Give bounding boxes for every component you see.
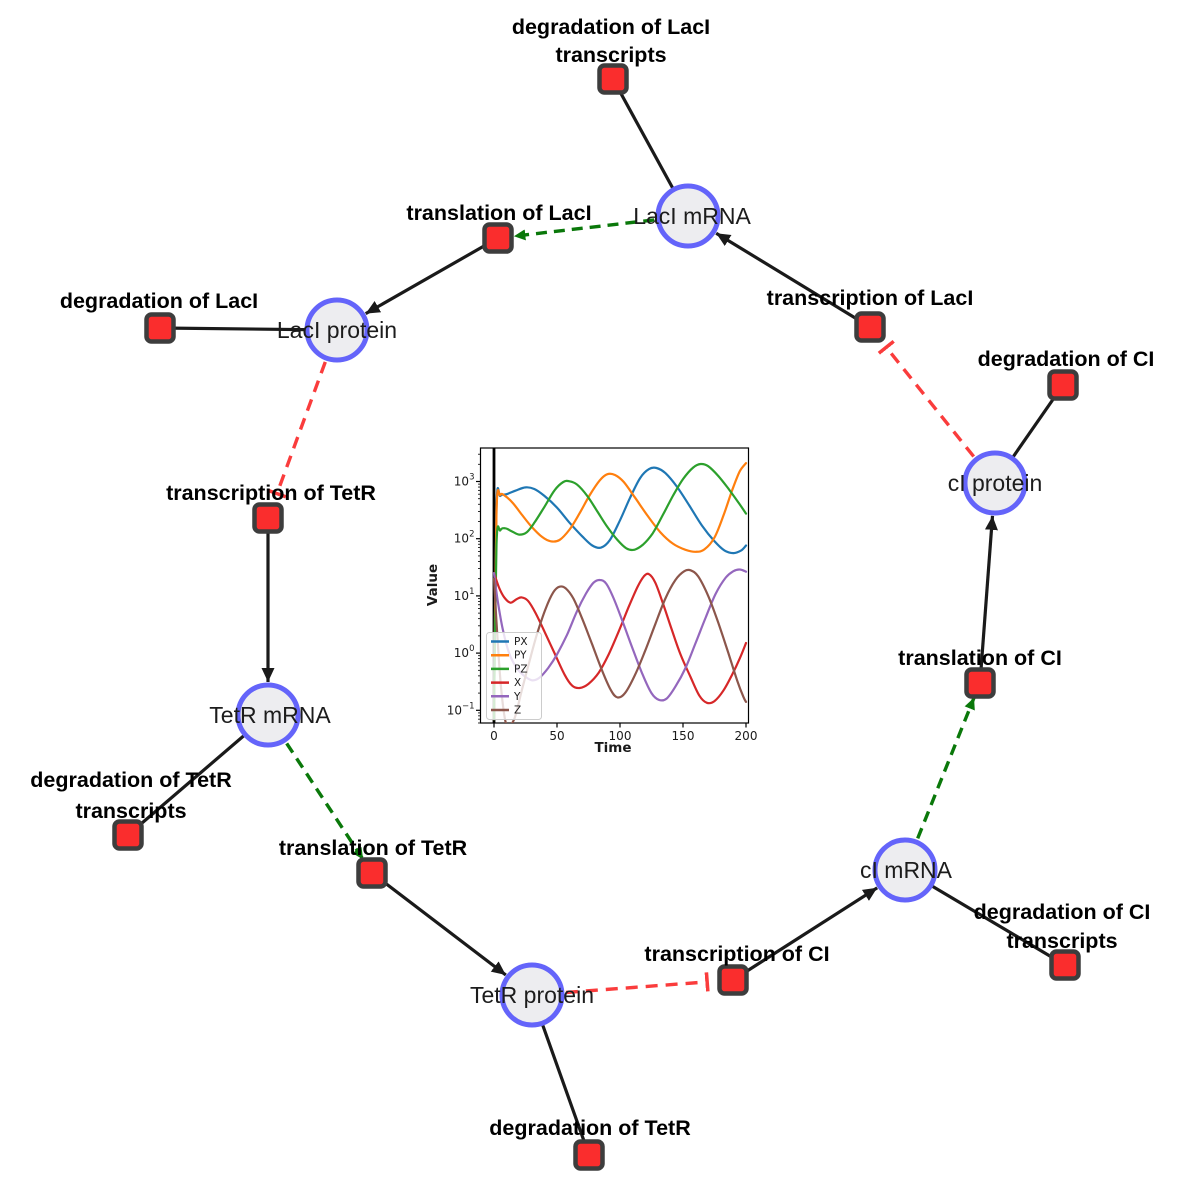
- legend-label-y: Y: [513, 691, 521, 703]
- species-node-tetr-protein[interactable]: [499, 962, 565, 1028]
- reaction-label-deg-ci-transcripts-1: degradation of CI: [974, 900, 1151, 924]
- reaction-label-deg-ci: degradation of CI: [978, 347, 1155, 371]
- legend-label-z: Z: [514, 705, 521, 717]
- species-node-laci-mrna[interactable]: [655, 183, 721, 249]
- species-node-ci-mrna[interactable]: [872, 837, 938, 903]
- legend-label-py: PY: [514, 650, 527, 662]
- edge-tetr-protein-inhibits-transcription-ci: [565, 972, 710, 995]
- svg-text:103: 103: [454, 473, 475, 489]
- reaction-label-translation-ci: translation of CI: [898, 646, 1062, 670]
- legend-label-x: X: [514, 677, 521, 689]
- svg-text:150: 150: [672, 729, 695, 743]
- svg-text:10−1: 10−1: [447, 701, 475, 717]
- reaction-node-transcription-laci[interactable]: [854, 311, 886, 343]
- reaction-label-transcription-tetr: transcription of TetR: [166, 481, 376, 505]
- edges-layer: [126, 78, 1066, 1156]
- species-label-ci-protein: cI protein: [948, 470, 1043, 496]
- svg-text:50: 50: [549, 729, 564, 743]
- edge-transcription-laci-to-laci-mrna: [715, 231, 871, 329]
- legend-label-pz: PZ: [514, 663, 528, 675]
- reaction-node-translation-tetr[interactable]: [356, 857, 388, 889]
- chart-legend: PX PY PZ X Y Z: [486, 632, 542, 720]
- reaction-label-deg-laci: degradation of LacI: [60, 289, 258, 313]
- reaction-node-translation-ci[interactable]: [964, 667, 996, 699]
- species-label-ci-mrna: cI mRNA: [860, 857, 953, 883]
- svg-text:0: 0: [490, 729, 498, 743]
- edge-laci-protein-inhibits-transcription-tetr: [267, 361, 327, 499]
- reaction-node-deg-laci-transcripts[interactable]: [597, 63, 629, 95]
- reaction-label-deg-tetr-transcripts-2: transcripts: [75, 799, 186, 823]
- reaction-label-deg-laci-transcripts-1: degradation of LacI: [512, 15, 710, 39]
- chart-xaxis-title: Time: [594, 740, 631, 756]
- reaction-label-deg-ci-transcripts-2: transcripts: [1006, 929, 1117, 953]
- reaction-node-deg-tetr[interactable]: [573, 1139, 605, 1171]
- reaction-node-deg-tetr-transcripts[interactable]: [112, 819, 144, 851]
- chart-yaxis-title: Value: [425, 564, 441, 606]
- reaction-node-translation-laci[interactable]: [482, 222, 514, 254]
- reaction-nodes-layer: [112, 63, 1081, 1171]
- edge-laci-mrna-modifies-translation-laci: [513, 218, 655, 241]
- species-node-ci-protein[interactable]: [962, 450, 1028, 516]
- svg-text:100: 100: [454, 644, 475, 660]
- reaction-node-transcription-tetr[interactable]: [252, 502, 284, 534]
- reaction-node-deg-laci[interactable]: [144, 312, 176, 344]
- reaction-label-transcription-laci: transcription of LacI: [767, 286, 974, 310]
- species-node-laci-protein[interactable]: [304, 297, 370, 363]
- species-nodes-layer: [235, 183, 1028, 1028]
- svg-text:102: 102: [454, 530, 475, 546]
- edge-tetr-mrna-modifies-translation-tetr: [285, 742, 365, 861]
- edge-ci-mrna-modifies-translation-ci: [916, 697, 976, 840]
- species-node-tetr-mrna[interactable]: [235, 682, 301, 748]
- reaction-label-deg-tetr: degradation of TetR: [489, 1116, 691, 1140]
- svg-text:100: 100: [609, 729, 632, 743]
- reaction-node-deg-ci-transcripts[interactable]: [1049, 949, 1081, 981]
- edge-ci-protein-inhibits-transcription-laci: [877, 339, 976, 458]
- reaction-node-transcription-ci[interactable]: [717, 964, 749, 996]
- labels-layer: LacI mRNA LacI protein TetR mRNA TetR pr…: [30, 15, 1154, 1140]
- edge-transcription-ci-to-ci-mrna: [732, 886, 879, 982]
- reaction-label-transcription-ci: transcription of CI: [644, 942, 829, 966]
- reaction-label-translation-tetr: translation of TetR: [279, 836, 468, 860]
- species-label-laci-mrna: LacI mRNA: [633, 203, 751, 229]
- reaction-node-deg-ci[interactable]: [1047, 369, 1079, 401]
- reaction-label-deg-tetr-transcripts-1: degradation of TetR: [30, 768, 232, 792]
- species-label-tetr-mrna: TetR mRNA: [209, 702, 331, 728]
- edge-translation-laci-to-laci-protein: [364, 236, 499, 315]
- species-label-laci-protein: LacI protein: [277, 317, 397, 343]
- edge-translation-ci-to-ci-protein: [978, 515, 998, 684]
- reaction-label-translation-laci: translation of LacI: [406, 201, 591, 225]
- edge-translation-tetr-to-tetr-protein: [371, 871, 507, 977]
- svg-text:200: 200: [735, 729, 758, 743]
- svg-text:101: 101: [454, 587, 475, 603]
- species-label-tetr-protein: TetR protein: [470, 982, 594, 1008]
- chart-axes-box: [479, 447, 750, 724]
- legend-label-px: PX: [514, 636, 528, 648]
- reaction-label-deg-laci-transcripts-2: transcripts: [555, 43, 666, 67]
